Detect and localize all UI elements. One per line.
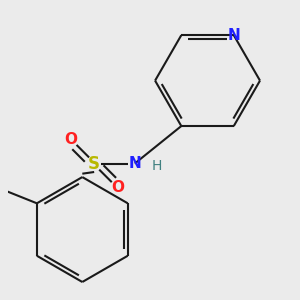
Text: S: S [88, 154, 100, 172]
Text: H: H [152, 159, 162, 173]
Text: O: O [64, 132, 77, 147]
Text: N: N [227, 28, 240, 43]
Text: O: O [111, 180, 124, 195]
Text: N: N [128, 156, 141, 171]
